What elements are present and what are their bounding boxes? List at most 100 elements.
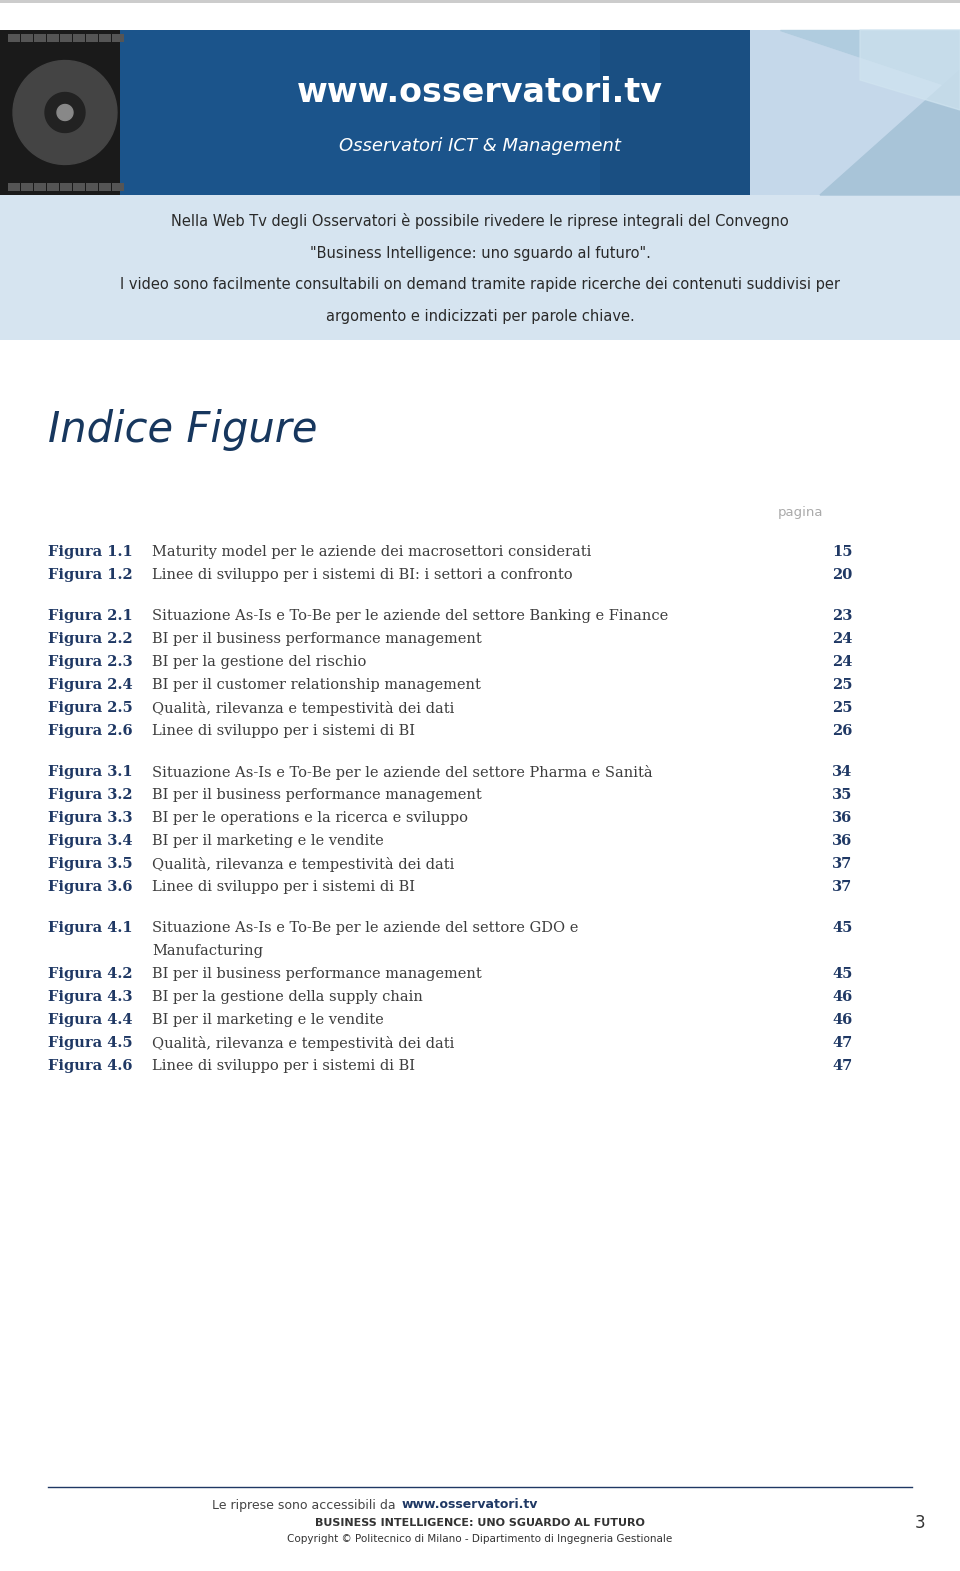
Text: Qualità, rilevanza e tempestività dei dati: Qualità, rilevanza e tempestività dei da… xyxy=(152,701,454,716)
Text: Nella Web Tv degli Osservatori è possibile rivedere le riprese integrali del Con: Nella Web Tv degli Osservatori è possibi… xyxy=(171,214,789,229)
Bar xyxy=(112,182,124,192)
Text: 45: 45 xyxy=(832,968,852,980)
Text: Linee di sviluppo per i sistemi di BI: i settori a confronto: Linee di sviluppo per i sistemi di BI: i… xyxy=(152,569,572,581)
Bar xyxy=(60,35,72,42)
Polygon shape xyxy=(820,71,960,195)
Text: Le riprese sono accessibili da: Le riprese sono accessibili da xyxy=(212,1499,400,1511)
Text: 37: 37 xyxy=(832,880,852,894)
Text: BI per il business performance management: BI per il business performance managemen… xyxy=(152,789,482,803)
Bar xyxy=(73,182,85,192)
Polygon shape xyxy=(45,93,85,132)
Text: 37: 37 xyxy=(832,858,852,870)
Text: Qualità, rilevanza e tempestività dei dati: Qualità, rilevanza e tempestività dei da… xyxy=(152,1035,454,1051)
Bar xyxy=(73,35,85,42)
Text: 47: 47 xyxy=(832,1059,852,1073)
Text: Figura 3.5: Figura 3.5 xyxy=(48,858,132,870)
Text: Figura 2.4: Figura 2.4 xyxy=(48,679,132,691)
Bar xyxy=(47,182,59,192)
Text: Figura 2.3: Figura 2.3 xyxy=(48,655,132,669)
Text: pagina: pagina xyxy=(778,506,824,518)
Text: 45: 45 xyxy=(832,921,852,935)
Text: "Business Intelligence: uno sguardo al futuro".: "Business Intelligence: uno sguardo al f… xyxy=(309,245,651,261)
Text: Indice Figure: Indice Figure xyxy=(48,408,318,451)
Polygon shape xyxy=(780,30,960,90)
Text: 15: 15 xyxy=(832,545,852,559)
Text: BI per il customer relationship management: BI per il customer relationship manageme… xyxy=(152,679,481,691)
Text: Figura 3.3: Figura 3.3 xyxy=(48,811,132,825)
Bar xyxy=(34,35,46,42)
Bar xyxy=(21,35,33,42)
Text: 34: 34 xyxy=(832,765,852,779)
Bar xyxy=(100,30,600,195)
Polygon shape xyxy=(13,61,117,165)
Text: Figura 1.1: Figura 1.1 xyxy=(48,545,132,559)
Text: BI per la gestione del rischio: BI per la gestione del rischio xyxy=(152,655,367,669)
Text: Figura 4.3: Figura 4.3 xyxy=(48,990,132,1004)
Bar xyxy=(86,35,98,42)
Bar xyxy=(8,35,20,42)
Text: BI per il marketing e le vendite: BI per il marketing e le vendite xyxy=(152,1013,384,1027)
Text: BUSINESS INTELLIGENCE: UNO SGUARDO AL FUTURO: BUSINESS INTELLIGENCE: UNO SGUARDO AL FU… xyxy=(315,1518,645,1529)
Text: Copyright © Politecnico di Milano - Dipartimento di Ingegneria Gestionale: Copyright © Politecnico di Milano - Dipa… xyxy=(287,1533,673,1544)
Text: Figura 4.5: Figura 4.5 xyxy=(48,1035,132,1049)
Text: 46: 46 xyxy=(832,990,852,1004)
Bar xyxy=(99,182,111,192)
Text: Manufacturing: Manufacturing xyxy=(152,944,263,958)
Text: Figura 3.2: Figura 3.2 xyxy=(48,789,132,803)
Bar xyxy=(60,182,72,192)
Text: Maturity model per le aziende dei macrosettori considerati: Maturity model per le aziende dei macros… xyxy=(152,545,591,559)
Text: Osservatori ICT & Management: Osservatori ICT & Management xyxy=(339,137,621,154)
Bar xyxy=(86,182,98,192)
Text: 36: 36 xyxy=(832,834,852,848)
Text: Linee di sviluppo per i sistemi di BI: Linee di sviluppo per i sistemi di BI xyxy=(152,1059,415,1073)
Bar xyxy=(21,182,33,192)
Text: 25: 25 xyxy=(832,679,852,691)
Bar xyxy=(99,35,111,42)
Bar xyxy=(0,195,960,339)
Text: 20: 20 xyxy=(832,569,852,581)
Text: 24: 24 xyxy=(832,632,852,646)
Text: 26: 26 xyxy=(832,724,852,738)
Bar xyxy=(47,35,59,42)
Text: Figura 2.6: Figura 2.6 xyxy=(48,724,132,738)
Text: argomento e indicizzati per parole chiave.: argomento e indicizzati per parole chiav… xyxy=(325,309,635,324)
Text: www.osservatori.tv: www.osservatori.tv xyxy=(402,1499,539,1511)
Text: Situazione As-Is e To-Be per le aziende del settore Banking e Finance: Situazione As-Is e To-Be per le aziende … xyxy=(152,610,668,624)
Text: Figura 4.6: Figura 4.6 xyxy=(48,1059,132,1073)
Text: Linee di sviluppo per i sistemi di BI: Linee di sviluppo per i sistemi di BI xyxy=(152,724,415,738)
Bar xyxy=(8,182,20,192)
Text: Figura 3.4: Figura 3.4 xyxy=(48,834,132,848)
Text: Linee di sviluppo per i sistemi di BI: Linee di sviluppo per i sistemi di BI xyxy=(152,880,415,894)
Text: 47: 47 xyxy=(832,1035,852,1049)
Text: BI per il business performance management: BI per il business performance managemen… xyxy=(152,968,482,980)
Text: Figura 1.2: Figura 1.2 xyxy=(48,569,132,581)
Text: Figura 2.1: Figura 2.1 xyxy=(48,610,132,624)
Text: Figura 3.1: Figura 3.1 xyxy=(48,765,132,779)
Text: Situazione As-Is e To-Be per le aziende del settore GDO e: Situazione As-Is e To-Be per le aziende … xyxy=(152,921,578,935)
Text: Figura 4.1: Figura 4.1 xyxy=(48,921,132,935)
Text: Figura 4.4: Figura 4.4 xyxy=(48,1013,132,1027)
Polygon shape xyxy=(57,105,73,121)
Bar xyxy=(0,30,120,195)
Text: 24: 24 xyxy=(832,655,852,669)
Bar xyxy=(0,30,960,195)
Bar xyxy=(34,182,46,192)
Text: www.osservatori.tv: www.osservatori.tv xyxy=(297,77,663,110)
Text: 23: 23 xyxy=(832,610,852,624)
Text: BI per il marketing e le vendite: BI per il marketing e le vendite xyxy=(152,834,384,848)
Text: Figura 2.5: Figura 2.5 xyxy=(48,701,132,715)
Text: Figura 2.2: Figura 2.2 xyxy=(48,632,132,646)
Bar xyxy=(0,0,960,3)
Text: 36: 36 xyxy=(832,811,852,825)
Text: 25: 25 xyxy=(832,701,852,715)
Text: 46: 46 xyxy=(832,1013,852,1027)
Text: BI per le operations e la ricerca e sviluppo: BI per le operations e la ricerca e svil… xyxy=(152,811,468,825)
Bar xyxy=(750,30,960,195)
Text: BI per la gestione della supply chain: BI per la gestione della supply chain xyxy=(152,990,422,1004)
Bar xyxy=(112,35,124,42)
Text: Figura 3.6: Figura 3.6 xyxy=(48,880,132,894)
Text: Qualità, rilevanza e tempestività dei dati: Qualità, rilevanza e tempestività dei da… xyxy=(152,858,454,872)
Text: 35: 35 xyxy=(832,789,852,803)
Polygon shape xyxy=(860,30,960,110)
Text: BI per il business performance management: BI per il business performance managemen… xyxy=(152,632,482,646)
